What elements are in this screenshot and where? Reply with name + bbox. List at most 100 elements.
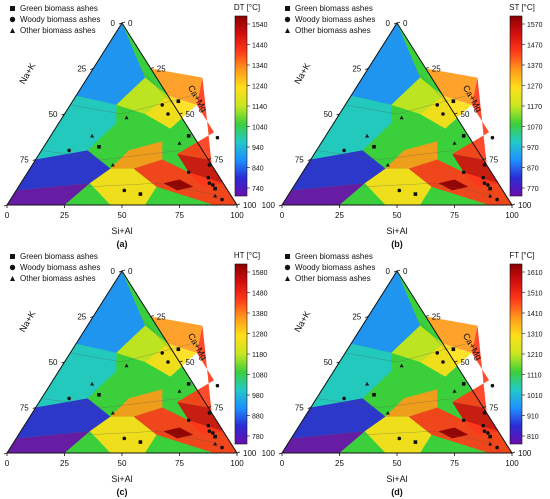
bottom-tick-label: 50 — [118, 459, 127, 468]
tick-mark — [396, 21, 401, 24]
colorbar-tick-label: 970 — [527, 145, 539, 152]
tick-mark — [121, 269, 126, 272]
bottom-tick-label: 0 — [5, 211, 10, 220]
contour-region — [145, 343, 197, 377]
colorbar-tick-label: 980 — [252, 393, 264, 400]
legend-triangle-marker — [285, 276, 290, 281]
right-tick-label: 100 — [243, 449, 257, 458]
data-point-circle — [166, 112, 170, 116]
left-tick-label: 0 — [111, 19, 116, 28]
panel-label: (b) — [391, 239, 403, 249]
legend-triangle-marker — [10, 28, 15, 33]
left-tick-label: 50 — [324, 358, 333, 367]
colorbar-tick-label: 1280 — [252, 332, 268, 339]
legend-other: Other biomass ashes — [20, 274, 96, 283]
colorbar-title: HT [°C] — [234, 251, 260, 260]
tick-mark — [511, 451, 516, 454]
contour-region — [452, 77, 489, 165]
tick-mark — [150, 67, 154, 69]
legend: Green biomass ashes Woody biomass ashes Ot… — [284, 4, 375, 35]
tick-mark — [393, 270, 398, 273]
data-point-triangle — [177, 389, 182, 393]
left-tick-label: 100 — [0, 449, 1, 458]
bottom-tick-label: 50 — [118, 211, 127, 220]
tick-mark — [236, 451, 241, 454]
colorbar-tick-label: 1340 — [252, 63, 268, 70]
legend-green: Green biomass ashes — [20, 4, 98, 13]
legend-green: Green biomass ashes — [295, 252, 373, 261]
right-tick-label: 75 — [489, 156, 498, 165]
left-tick-label: 50 — [49, 358, 58, 367]
contour-region — [133, 159, 237, 205]
contour-region — [177, 154, 224, 187]
data-point-circle — [397, 188, 402, 193]
contour-region — [177, 77, 214, 165]
tick-mark — [208, 158, 212, 160]
contour-region — [133, 407, 237, 453]
bottom-axis-title: Si+Al — [386, 474, 407, 484]
colorbar-tick-label: 1140 — [252, 104, 267, 111]
contour-region — [351, 23, 420, 105]
left-tick-label: 25 — [77, 313, 86, 322]
colorbar-tick-label: 1110 — [527, 373, 542, 380]
data-point-triangle — [365, 381, 370, 386]
contour-region — [282, 431, 365, 453]
colorbar-tick-label: 1010 — [527, 393, 543, 400]
legend-triangle-marker — [285, 28, 290, 33]
contour-region — [385, 389, 438, 417]
data-point-circle — [481, 175, 486, 180]
panel-label: (c) — [117, 487, 128, 497]
contour-region — [89, 416, 157, 453]
data-point-triangle — [488, 193, 493, 198]
right-tick-label: 75 — [214, 156, 223, 165]
panel-c: 001002525755050507575251001000Na+KCa+MgS… — [0, 251, 268, 497]
data-point-circle — [461, 418, 466, 423]
data-point-circle — [67, 396, 71, 401]
right-tick-label: 100 — [518, 201, 532, 210]
colorbar-tick-label: 1170 — [527, 104, 542, 111]
tick-mark — [425, 315, 429, 317]
contour-region — [425, 68, 478, 105]
data-point-circle — [342, 396, 346, 401]
colorbar-tick-label: 1210 — [527, 352, 543, 359]
data-point-circle — [482, 411, 487, 415]
contour-region — [391, 77, 443, 114]
right-tick-label: 25 — [432, 313, 441, 322]
contour-region — [116, 325, 168, 362]
data-point-circle — [342, 148, 346, 153]
right-tick-label: 0 — [403, 267, 408, 276]
data-point-circle — [482, 181, 487, 185]
colorbar-tick-label: 1040 — [252, 125, 268, 132]
colorbar-title: FT [°C] — [509, 251, 534, 260]
colorbar-tick-label: 1470 — [527, 43, 543, 50]
contour-line — [345, 95, 467, 115]
data-point-square — [186, 134, 191, 138]
data-point-circle — [486, 431, 490, 435]
data-point-square — [461, 382, 466, 386]
left-axis-title: Na+K — [17, 309, 37, 334]
contour-region — [150, 68, 203, 105]
tick-mark — [454, 360, 458, 363]
data-point-square — [97, 144, 101, 149]
data-point-triangle — [213, 193, 218, 198]
left-tick-label: 100 — [262, 201, 276, 210]
legend-woody: Woody biomass ashes — [20, 263, 100, 272]
legend-woody: Woody biomass ashes — [295, 263, 375, 272]
tick-mark — [3, 452, 8, 455]
legend-green: Green biomass ashes — [295, 4, 373, 13]
left-tick-label: 0 — [386, 19, 391, 28]
data-point-square — [372, 392, 376, 397]
legend-other: Other biomass ashes — [295, 274, 371, 283]
colorbar-tick-label: 1440 — [252, 43, 268, 50]
contour-region — [438, 179, 469, 191]
data-point-square — [488, 186, 492, 191]
right-tick-label: 50 — [186, 110, 195, 119]
data-point-square — [176, 347, 181, 352]
data-point-circle — [481, 423, 486, 428]
right-tick-label: 75 — [214, 404, 223, 413]
tick-mark — [61, 113, 65, 116]
legend-other: Other biomass ashes — [295, 26, 371, 35]
data-point-square — [413, 440, 418, 444]
legend: Green biomass ashes Woody biomass ashes Ot… — [9, 4, 100, 35]
data-point-triangle — [124, 363, 129, 368]
